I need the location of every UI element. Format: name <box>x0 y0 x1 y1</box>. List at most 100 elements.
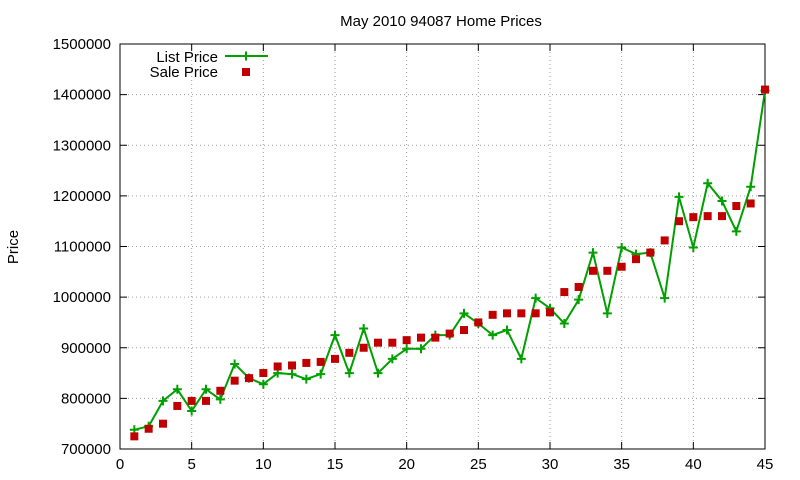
plot-frame <box>119 43 766 450</box>
data-point <box>216 386 225 395</box>
data-point <box>717 196 727 206</box>
series-layer <box>129 85 770 441</box>
data-point <box>258 379 268 389</box>
data-point <box>330 330 340 340</box>
data-point <box>172 384 182 394</box>
data-point <box>388 338 397 347</box>
data-point <box>431 333 440 342</box>
data-point <box>731 226 741 236</box>
data-point <box>503 309 511 318</box>
data-point <box>675 217 683 226</box>
data-point <box>688 243 698 253</box>
data-point <box>660 293 670 303</box>
chart-title: May 2010 94087 Home Prices <box>340 13 542 30</box>
data-point <box>703 178 713 188</box>
data-point <box>488 330 498 340</box>
data-point <box>173 401 182 410</box>
data-point <box>632 255 640 264</box>
y-tick-label: 1400000 <box>53 87 111 104</box>
data-point <box>230 376 239 385</box>
data-point <box>159 419 167 428</box>
data-point <box>288 361 296 370</box>
data-point <box>732 202 741 210</box>
data-point <box>660 236 669 245</box>
data-point <box>602 308 612 318</box>
data-point <box>402 336 411 345</box>
data-point <box>574 283 583 291</box>
series-1 <box>130 85 769 441</box>
x-tick-label: 15 <box>327 456 344 473</box>
data-point <box>374 338 382 347</box>
data-point <box>387 354 397 364</box>
data-point <box>703 212 712 221</box>
x-tick-label: 5 <box>187 456 195 473</box>
data-point <box>202 396 210 405</box>
data-point <box>459 308 469 318</box>
x-tick-label: 30 <box>542 456 559 473</box>
data-point <box>402 344 412 354</box>
x-tick-label: 10 <box>255 456 272 473</box>
data-point <box>746 199 755 208</box>
data-point <box>373 368 383 378</box>
x-tick-label: 35 <box>613 456 630 473</box>
data-point <box>359 343 368 352</box>
data-point <box>417 333 425 342</box>
y-tick-label: 1000000 <box>53 289 111 306</box>
x-tick-label: 0 <box>116 456 124 473</box>
data-point <box>588 248 598 258</box>
data-point <box>674 192 684 202</box>
data-point <box>287 369 297 379</box>
data-point <box>245 374 253 383</box>
data-point <box>316 357 325 366</box>
data-point <box>201 384 211 394</box>
legend-label-list-price: List Price <box>156 49 218 66</box>
y-tick-label: 1300000 <box>53 137 111 154</box>
data-point <box>689 213 698 222</box>
data-point <box>445 329 454 338</box>
data-point <box>359 324 369 334</box>
data-point <box>187 396 196 405</box>
data-point <box>259 369 268 378</box>
x-tick-label: 25 <box>470 456 487 473</box>
data-point <box>215 394 225 404</box>
data-point <box>517 309 526 318</box>
y-tick-label: 900000 <box>61 340 111 357</box>
data-point <box>488 310 497 319</box>
data-point <box>589 266 597 275</box>
y-tick-label: 800000 <box>61 390 111 407</box>
data-point <box>230 359 240 369</box>
y-tick-label: 1100000 <box>54 239 111 256</box>
legend-marker-list-price <box>241 51 251 61</box>
data-point <box>531 293 541 303</box>
y-tick-label: 700000 <box>61 441 111 458</box>
legend: List Price Sale Price <box>150 49 268 81</box>
y-tick-label: 1500000 <box>53 36 111 53</box>
data-point <box>187 406 197 416</box>
data-point <box>516 354 526 364</box>
data-point <box>746 182 756 192</box>
data-point <box>574 295 584 305</box>
data-point <box>416 344 426 354</box>
x-tick-label: 40 <box>685 456 702 473</box>
x-tick-label: 20 <box>398 456 415 473</box>
data-point <box>130 432 139 441</box>
data-point <box>345 348 354 357</box>
data-point <box>718 212 726 221</box>
data-point <box>316 369 326 379</box>
data-point <box>531 309 540 318</box>
y-tick-label: 1200000 <box>53 188 111 205</box>
data-point <box>344 368 354 378</box>
legend-marker-sale-price <box>242 68 250 76</box>
data-point <box>302 358 311 367</box>
data-point <box>560 288 569 297</box>
data-point <box>603 266 612 275</box>
legend-label-sale-price: Sale Price <box>150 64 218 81</box>
data-point <box>331 354 339 363</box>
data-point <box>646 248 655 257</box>
data-point <box>273 362 282 371</box>
data-point <box>546 308 554 317</box>
data-point <box>502 325 512 335</box>
data-point <box>617 243 627 253</box>
axis-ticks: 700000 800000 900000 1000000 1100000 1200000 1… <box>53 36 774 473</box>
